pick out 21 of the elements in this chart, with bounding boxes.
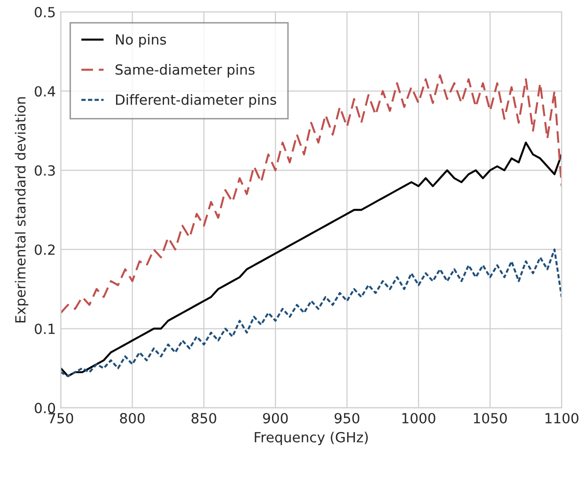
y-axis-title: Experimental standard deviation (14, 97, 28, 322)
y-tick-label: 0.3 (34, 165, 55, 176)
x-tick-label: 850 (192, 412, 216, 424)
x-tick-label: 1050 (474, 412, 507, 424)
y-tick-label: 0.1 (34, 324, 55, 334)
x-tick-label: 1100 (545, 412, 578, 424)
legend-label: Different-diameter pins (116, 94, 276, 108)
y-tick-label: 0.0 (34, 402, 56, 414)
x-tick-label: 900 (263, 412, 288, 424)
line-series (60, 248, 562, 378)
x-tick-label: 950 (334, 412, 360, 424)
legend-label: No pins (116, 34, 166, 48)
y-tick-label: 0.4 (34, 86, 56, 97)
line-series (60, 142, 562, 378)
x-tick-label: 1000 (402, 412, 436, 424)
x-tick-label: 750 (48, 412, 74, 424)
x-tick-label: 800 (120, 412, 145, 424)
x-axis-title: Frequency (GHz) (254, 432, 368, 446)
y-tick-label: 0.2 (34, 244, 55, 255)
y-tick-label: 0.5 (34, 6, 55, 18)
legend-label: Same-diameter pins (116, 64, 255, 78)
